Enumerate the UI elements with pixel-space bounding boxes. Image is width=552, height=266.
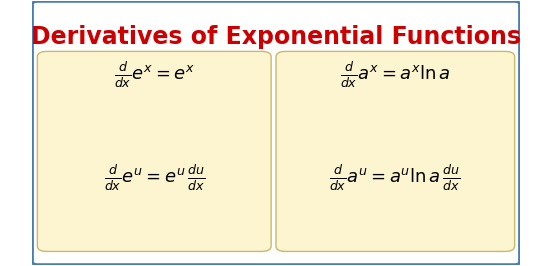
FancyBboxPatch shape <box>38 51 271 251</box>
Text: Derivatives of Exponential Functions: Derivatives of Exponential Functions <box>31 25 521 49</box>
Text: $\frac{d}{dx}a^{x} = a^{x}\ln a$: $\frac{d}{dx}a^{x} = a^{x}\ln a$ <box>340 60 450 90</box>
Text: $\frac{d}{dx}a^{u} = a^{u}\ln a\,\frac{du}{dx}$: $\frac{d}{dx}a^{u} = a^{u}\ln a\,\frac{d… <box>330 163 461 193</box>
FancyBboxPatch shape <box>33 1 519 265</box>
Text: $\frac{d}{dx}e^{u} = e^{u}\,\frac{du}{dx}$: $\frac{d}{dx}e^{u} = e^{u}\,\frac{du}{dx… <box>104 163 205 193</box>
FancyBboxPatch shape <box>276 51 514 251</box>
Text: $\frac{d}{dx}e^{x} = e^{x}$: $\frac{d}{dx}e^{x} = e^{x}$ <box>114 60 195 90</box>
